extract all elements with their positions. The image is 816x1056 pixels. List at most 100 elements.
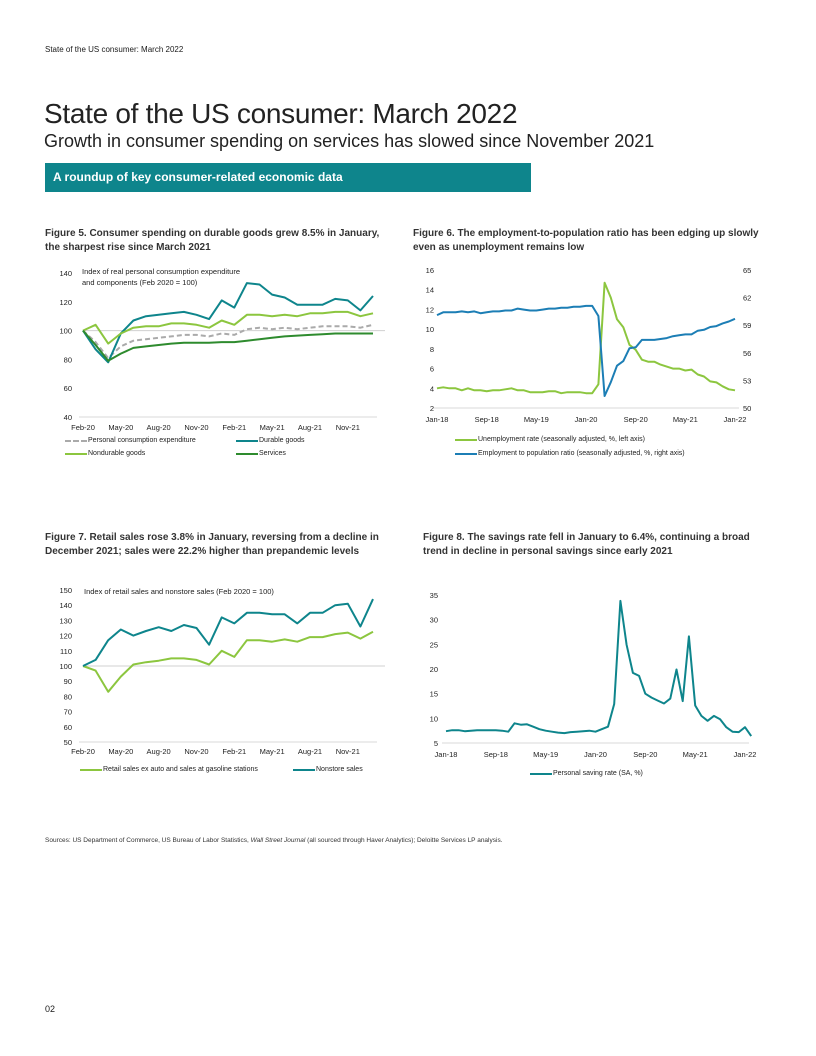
y2-tick-label: 59 <box>743 321 751 330</box>
legend-item-retail: Retail sales ex auto and sales at gasoli… <box>80 766 258 773</box>
legend-label: Nondurable goods <box>88 450 146 457</box>
y-tick-label: 40 <box>64 413 72 422</box>
x-tick-label: Nov-21 <box>336 747 360 756</box>
y-tick-label: 100 <box>59 662 72 671</box>
legend-swatch <box>236 439 258 442</box>
series-line-retail-sales-ex-auto-and-sales-at-gasoline-stations <box>82 630 374 693</box>
y-tick-label: 2 <box>430 404 434 413</box>
y-tick-label: 14 <box>426 286 434 295</box>
x-tick-label: Jan-20 <box>575 415 598 424</box>
sources-italic: Wall Street Journal <box>250 837 306 844</box>
series-line-employment-to-population-ratio-seasonally-adjusted-right-axis <box>436 304 736 397</box>
y-tick-label: 35 <box>430 591 438 600</box>
x-tick-label: May-20 <box>108 423 133 432</box>
note-line: Index of real personal consumption expen… <box>82 267 241 276</box>
y-tick-label: 120 <box>59 632 72 641</box>
x-tick-label: May-21 <box>260 423 285 432</box>
sources-text: (all sourced through Haver Analytics); D… <box>305 837 503 844</box>
legend-item-unemployment: Unemployment rate (seasonally adjusted, … <box>455 436 645 443</box>
y-tick-label: 30 <box>430 616 438 625</box>
figure-7-title: Figure 7. Retail sales rose 3.8% in Janu… <box>45 532 379 557</box>
x-tick-label: Sep-18 <box>484 750 508 759</box>
x-tick-label: May-20 <box>108 747 133 756</box>
legend-label: Services <box>259 450 286 457</box>
figure-5-note: Index of real personal consumption expen… <box>82 266 240 288</box>
legend-label: Employment to population ratio (seasonal… <box>478 450 685 457</box>
y-tick-label: 120 <box>59 298 72 307</box>
x-tick-label: Feb-20 <box>71 747 95 756</box>
page-title: State of the US consumer: March 2022 <box>44 98 518 129</box>
y2-tick-label: 65 <box>743 266 751 275</box>
legend-label: Personal saving rate (SA, %) <box>553 770 643 777</box>
series-line-nondurable-goods <box>82 310 374 345</box>
x-tick-label: Feb-20 <box>71 423 95 432</box>
legend-swatch <box>65 452 87 455</box>
y-tick-label: 80 <box>64 692 72 701</box>
legend-label: Durable goods <box>259 437 305 444</box>
x-tick-label: Jan-18 <box>426 415 449 424</box>
figure-5-title: Figure 5. Consumer spending on durable g… <box>45 228 380 253</box>
legend-item-durable: Durable goods <box>236 437 305 444</box>
x-tick-label: Aug-21 <box>298 747 322 756</box>
series-line-unemployment-rate-seasonally-adjusted-left-axis <box>436 281 736 395</box>
note-line: and components (Feb 2020 = 100) <box>82 278 198 287</box>
y2-tick-label: 62 <box>743 294 751 303</box>
legend-label: Personal consumption expenditure <box>88 437 196 444</box>
x-tick-label: Sep-20 <box>633 750 657 759</box>
figure-7-chart: 50 60 70 80 90 100 110 120 130 140 150 Feb-20 May-20… <box>59 586 385 756</box>
x-tick-label: Jan-20 <box>584 750 607 759</box>
legend-item-epop: Employment to population ratio (seasonal… <box>455 450 685 457</box>
legend-label: Retail sales ex auto and sales at gasoli… <box>103 766 258 773</box>
x-tick-label: Feb-21 <box>222 747 246 756</box>
x-tick-label: Aug-20 <box>147 747 171 756</box>
y-tick-label: 110 <box>60 647 72 656</box>
figure-6-title: Figure 6. The employment-to-population r… <box>413 228 759 253</box>
y-tick-label: 4 <box>430 384 434 393</box>
y2-tick-label: 56 <box>743 349 751 358</box>
x-tick-label: May-19 <box>533 750 558 759</box>
series-line-durable-goods <box>82 282 374 364</box>
series-line-personal-consumption-expenditure <box>82 323 374 359</box>
legend-swatch <box>65 439 87 442</box>
x-tick-label: Aug-21 <box>298 423 322 432</box>
y2-tick-label: 50 <box>743 404 751 413</box>
sources-text: Sources: US Department of Commerce, US B… <box>45 837 251 844</box>
y-tick-label: 25 <box>430 640 438 649</box>
figure-7-note: Index of retail sales and nonstore sales… <box>84 587 274 596</box>
y-tick-label: 12 <box>426 305 434 314</box>
y-tick-label: 60 <box>64 723 72 732</box>
y-tick-label: 10 <box>430 714 438 723</box>
section-banner: A roundup of key consumer-related econom… <box>45 163 531 192</box>
y-tick-label: 100 <box>59 327 72 336</box>
series-line-services <box>82 329 373 362</box>
y-tick-label: 50 <box>64 738 72 747</box>
sources-note: Sources: US Department of Commerce, US B… <box>45 837 503 844</box>
y-tick-label: 16 <box>426 266 434 275</box>
x-tick-label: May-21 <box>260 747 285 756</box>
y-tick-label: 10 <box>426 325 434 334</box>
legend-swatch <box>236 452 258 455</box>
figure-5-chart: 40 60 80 100 120 140 Feb-20 May-20 Aug-20 Nov-20 F… <box>59 269 385 432</box>
legend-swatch <box>530 772 552 775</box>
legend-swatch <box>455 452 477 455</box>
x-tick-label: Sep-18 <box>475 415 499 424</box>
x-tick-label: Nov-20 <box>184 747 208 756</box>
y-tick-label: 6 <box>430 365 434 374</box>
legend-swatch <box>455 438 477 441</box>
y-tick-label: 70 <box>64 708 72 717</box>
legend-label: Nonstore sales <box>316 766 363 773</box>
x-tick-label: May-19 <box>524 415 549 424</box>
x-tick-label: Jan-22 <box>724 415 747 424</box>
y2-tick-label: 53 <box>743 376 751 385</box>
x-tick-label: Sep-20 <box>624 415 648 424</box>
series-line-personal-saving-rate-sa <box>445 599 753 737</box>
y-tick-label: 150 <box>59 586 72 595</box>
y-tick-label: 130 <box>59 616 72 625</box>
x-tick-label: Nov-21 <box>336 423 360 432</box>
figure-8-title: Figure 8. The savings rate fell in Janua… <box>423 532 750 557</box>
y-tick-label: 80 <box>64 355 72 364</box>
y-tick-label: 5 <box>434 739 438 748</box>
x-tick-label: Feb-21 <box>222 423 246 432</box>
x-tick-label: Nov-20 <box>184 423 208 432</box>
